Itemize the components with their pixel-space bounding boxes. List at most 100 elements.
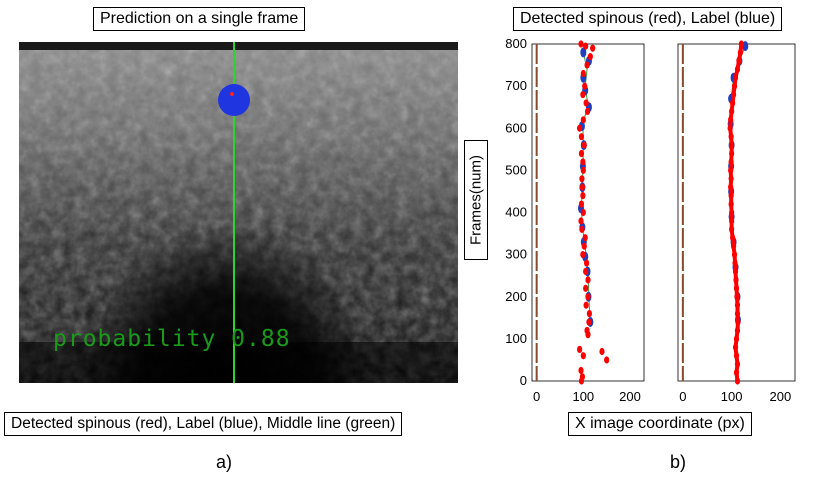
- label-marker: [218, 84, 250, 116]
- detected-spinous-point: [583, 267, 589, 276]
- detected-spinous-point: [581, 141, 587, 149]
- y-tick-label: 100: [505, 331, 527, 346]
- trajectory-charts: 0 100 200 0 100 200 300 400 500 600 700 800 0 100 200: [505, 36, 796, 404]
- detected-spinous-point: [578, 149, 585, 158]
- detected-spinous-point: [577, 124, 583, 132]
- detected-spinous-point: [733, 352, 740, 360]
- panel-b-letter: b): [670, 452, 687, 472]
- label-point: [580, 47, 587, 58]
- detected-spinous-point: [578, 133, 585, 141]
- detected-spinous-point: [729, 208, 735, 217]
- x-tick-label: 0: [679, 389, 686, 404]
- detected-spinous-point: [734, 310, 741, 318]
- detected-spinous-point: [580, 192, 586, 200]
- detected-spinous-point: [581, 242, 587, 250]
- x-tick-label: 200: [770, 389, 792, 404]
- detected-spinous-point: [584, 107, 591, 115]
- y-tick-label: 300: [505, 247, 527, 262]
- x-axis-label: X image coordinate (px): [568, 412, 752, 436]
- y-tick-label: 600: [505, 120, 527, 135]
- detected-spinous-point: [728, 158, 734, 166]
- x-tick-label: 100: [572, 389, 594, 404]
- detected-spinous-point: [738, 40, 744, 48]
- detected-spinous-point: [586, 318, 592, 326]
- detected-spinous-point: [735, 318, 741, 326]
- detected-spinous-point: [728, 166, 734, 174]
- ultrasound-frame: probability 0.88: [19, 42, 458, 383]
- detected-spinous-point: [732, 259, 738, 267]
- detected-spinous-marker: [230, 92, 234, 96]
- detected-spinous-point: [733, 284, 740, 292]
- detected-spinous-point: [734, 360, 741, 368]
- detected-spinous-point: [734, 377, 741, 385]
- detected-spinous-point: [729, 107, 735, 115]
- detected-spinous-point: [727, 124, 733, 132]
- detected-spinous-point: [731, 251, 738, 259]
- detected-spinous-point: [580, 158, 586, 166]
- detected-spinous-point: [734, 326, 741, 335]
- detected-spinous-point: [728, 192, 734, 200]
- y-tick-label: 0: [520, 373, 527, 388]
- y-tick-label: 500: [505, 162, 527, 177]
- probability-text: probability 0.88: [53, 326, 291, 352]
- detected-spinous-point: [582, 82, 588, 90]
- detected-spinous-point: [728, 116, 734, 124]
- detected-spinous-point: [730, 242, 737, 250]
- detected-spinous-point: [733, 368, 740, 377]
- detected-spinous-point: [730, 99, 736, 107]
- detected-spinous-point: [729, 149, 735, 158]
- detected-spinous-point: [599, 347, 605, 356]
- ultrasound-image: [19, 42, 458, 383]
- detected-spinous-point: [604, 356, 610, 364]
- detected-spinous-point: [580, 208, 586, 217]
- detected-spinous-point: [578, 40, 584, 48]
- detected-spinous-point: [734, 65, 741, 73]
- detected-spinous-point: [729, 225, 735, 233]
- detected-spinous-point: [731, 82, 738, 90]
- detected-spinous-point: [733, 335, 740, 343]
- chart-panel-2: 0 100 200: [677, 40, 796, 404]
- detected-spinous-point: [734, 293, 740, 301]
- detected-spinous-point: [737, 48, 743, 57]
- detected-spinous-point: [587, 53, 593, 61]
- detected-spinous-point: [728, 175, 734, 183]
- detected-spinous-point: [585, 276, 591, 284]
- detected-spinous-point: [579, 225, 585, 233]
- detected-spinous-point: [580, 251, 586, 259]
- detected-spinous-point: [582, 234, 588, 242]
- detected-spinous-point: [584, 61, 590, 69]
- detected-spinous-point: [730, 90, 737, 99]
- detected-spinous-point: [578, 217, 584, 225]
- detected-spinous-point: [729, 217, 735, 225]
- y-axis-label-box: Frames(num): [464, 140, 488, 260]
- x-tick-label: 0: [533, 389, 540, 404]
- panel-a-letter: a): [216, 452, 233, 472]
- detected-spinous-point: [583, 301, 589, 309]
- detected-spinous-point: [580, 352, 586, 360]
- detected-spinous-point: [580, 69, 586, 78]
- detected-spinous-point: [728, 133, 734, 141]
- detected-spinous-point: [590, 44, 596, 52]
- panel-a-caption: Detected spinous (red), Label (blue), Mi…: [4, 412, 403, 436]
- detected-spinous-point: [732, 343, 739, 351]
- detected-spinous-point: [586, 310, 592, 318]
- x-tick-label: 100: [721, 389, 743, 404]
- detected-spinous-point: [580, 116, 586, 124]
- y-tick-label: 700: [505, 78, 527, 93]
- y-tick-label: 400: [505, 205, 527, 220]
- detected-spinous-point: [580, 90, 586, 99]
- y-tick-label: 800: [505, 36, 527, 51]
- detected-spinous-point: [585, 293, 591, 301]
- detected-spinous-point: [728, 183, 734, 191]
- detected-spinous-point: [732, 267, 739, 276]
- detected-spinous-point: [578, 366, 584, 375]
- detected-spinous-point: [732, 74, 739, 82]
- chart-panel-1: 0 100 200 0 100 200 300 400 500 600 700 800: [505, 36, 645, 404]
- panel-a-title: Prediction on a single frame: [93, 7, 306, 31]
- detected-spinous-point: [578, 200, 585, 208]
- detected-spinous-point: [583, 99, 589, 107]
- detected-spinous-point: [585, 331, 591, 339]
- detected-spinous-point: [578, 377, 585, 385]
- detected-spinous-point: [579, 175, 585, 183]
- detected-spinous-point: [728, 200, 734, 208]
